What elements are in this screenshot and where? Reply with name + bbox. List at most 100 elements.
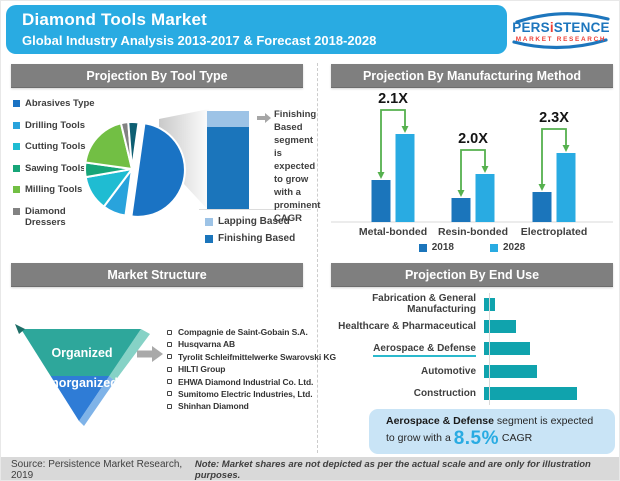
funnel-bevel-top (109, 329, 150, 381)
company-list-item: Husqvarna AB (167, 340, 319, 349)
legend-item: Sawing Tools (13, 163, 86, 175)
end-use-bar-healthcare-pharmaceutical (484, 320, 516, 334)
company-name: HILTI Group (178, 364, 226, 375)
end-use-axis (489, 293, 490, 405)
category-label-resin-bonded: Resin-bonded (438, 226, 508, 238)
note-arrow-icon (257, 113, 271, 123)
end-use-chart: Fabrication & General Manufacturing Healt… (333, 293, 613, 405)
end-use-row: Healthcare & Pharmaceutical (333, 315, 613, 337)
end-use-label: Fabrication & General Manufacturing (372, 293, 476, 316)
end-use-row: Aerospace & Defense (333, 338, 613, 360)
checkbox-bullet-icon (167, 329, 172, 335)
company-name: Shinhan Diamond (178, 401, 249, 412)
tool-type-stacked-bar (207, 111, 249, 209)
panel-title-end-use: Projection By End Use (331, 263, 613, 287)
page-subtitle: Global Industry Analysis 2013-2017 & For… (22, 33, 377, 48)
funnel-unorganized-segment (50, 376, 110, 421)
funnel-bevel-bottom (79, 376, 115, 426)
end-use-bar-aerospace-defense (484, 342, 530, 356)
end-use-label: Construction (413, 388, 476, 400)
multiplier-label-electroplated: 2.3X (539, 110, 569, 126)
legend-item: Cutting Tools (13, 141, 86, 153)
company-list-item: Shinhan Diamond (167, 402, 319, 411)
category-label-electroplated: Electroplated (521, 226, 588, 238)
legend-item: Drilling Tools (13, 120, 85, 132)
page-title: Diamond Tools Market (22, 10, 208, 29)
end-use-row: Automotive (333, 360, 613, 382)
checkbox-bullet-icon (167, 341, 172, 347)
bracket-arrowhead-icon (457, 190, 465, 197)
stacked-bar-baseline (199, 209, 311, 210)
checkbox-bullet-icon (167, 354, 172, 360)
manufacturing-legend: 2018 2028 (331, 242, 613, 259)
funnel-organized-segment (21, 329, 141, 376)
end-use-row: Construction (333, 383, 613, 405)
multiplier-label-metal-bonded: 2.1X (378, 91, 408, 107)
bar-2028-metal-bonded (395, 134, 415, 222)
highlighted-label: Aerospace & Defense (373, 343, 476, 358)
source-text: Source: Persistence Market Research, 201… (11, 458, 183, 481)
end-use-rows: Fabrication & General Manufacturing Healt… (333, 293, 613, 405)
logo-swoosh-icon (512, 12, 610, 50)
end-use-row: Fabrication & General Manufacturing (333, 293, 613, 315)
cagr-value: 8.5% (453, 428, 500, 449)
footer-bar: Source: Persistence Market Research, 201… (1, 457, 619, 481)
funnel-label-unorganized: Unorganized (42, 376, 118, 390)
bracket-arrowhead-icon (401, 126, 409, 133)
funnel-label-organized: Organized (51, 346, 112, 360)
company-list-item: EHWA Diamond Industrial Co. Ltd. (167, 376, 319, 387)
quadrant-divider (317, 63, 318, 453)
category-label-metal-bonded: Metal-bonded (359, 226, 427, 238)
panel-title-manufacturing-method: Projection By Manufacturing Method (331, 64, 613, 88)
legend-swatch (13, 121, 20, 129)
tool-type-legend: Abrasives Type Drilling Tools Cutting To… (13, 98, 95, 239)
legend-item: 2018 (418, 242, 454, 253)
company-list-item: Compagnie de Saint-Gobain S.A. (167, 327, 319, 337)
header-band: Diamond Tools Market Global Industry Ana… (6, 5, 507, 54)
legend-item: Finishing Based (205, 233, 295, 244)
end-use-label: Healthcare & Pharmaceutical (338, 321, 476, 333)
company-list-item: HILTI Group (167, 364, 319, 375)
bar-2018-resin-bonded (451, 198, 471, 222)
note-text: Note: Market shares are not depicted as … (194, 458, 591, 481)
legend-swatch (205, 234, 213, 243)
legend-item: Milling Tools (13, 184, 83, 196)
growth-bracket-resin-bonded (460, 149, 486, 191)
pie-slice-abrasives-type (130, 122, 186, 218)
panel-title-market-structure: Market Structure (11, 263, 303, 287)
company-name: EHWA Diamond Industrial Co. Ltd. (178, 376, 314, 387)
pie-slice-unlabeled (127, 121, 140, 170)
bracket-arrowhead-icon (538, 184, 546, 191)
checkbox-bullet-icon (167, 403, 172, 409)
brand-logo: PERSiSTENCE MARKET RESEARCH (507, 7, 615, 53)
end-use-label: Aerospace & Defense (333, 343, 483, 358)
legend-swatch (13, 164, 20, 172)
company-name: Tyrolit Schleifmittelwerke Swarovski KG (178, 351, 336, 362)
callout-line-1: Aerospace & Defense segment is expected (386, 415, 594, 427)
bar-2028-resin-bonded (475, 174, 495, 222)
cagr-callout: Aerospace & Defense segment is expected … (369, 409, 615, 454)
stacked-segment-lapping-based (207, 111, 249, 127)
stacked-segment-finishing-based (207, 126, 249, 209)
company-list-item: Sumitomo Electric Industries, Ltd. (167, 388, 319, 399)
end-use-bar-automotive (484, 364, 537, 378)
bracket-arrowhead-icon (377, 172, 385, 179)
company-name: Husqvarna AB (178, 339, 236, 350)
legend-item: Lapping Based (205, 216, 295, 227)
company-name: Sumitomo Electric Industries, Ltd. (178, 388, 313, 399)
checkbox-bullet-icon (167, 366, 172, 372)
growth-bracket-electroplated (541, 128, 567, 185)
brand-name: PERSiSTENCE (512, 20, 610, 35)
funnel-fold-icon (15, 324, 25, 334)
company-name: Compagnie de Saint-Gobain S.A. (178, 327, 308, 337)
bar-2028-electroplated (556, 153, 576, 222)
pie-slice-milling-tools (84, 122, 134, 171)
legend-item: 2028 (490, 242, 525, 253)
growth-bracket-metal-bonded (380, 109, 406, 173)
stacked-bar-legend: Lapping Based Finishing Based (205, 216, 295, 250)
market-structure-funnel: Organized Unorganized (15, 324, 150, 426)
legend-swatch (13, 100, 20, 107)
legend-swatch (418, 243, 427, 252)
legend-swatch (13, 143, 20, 150)
